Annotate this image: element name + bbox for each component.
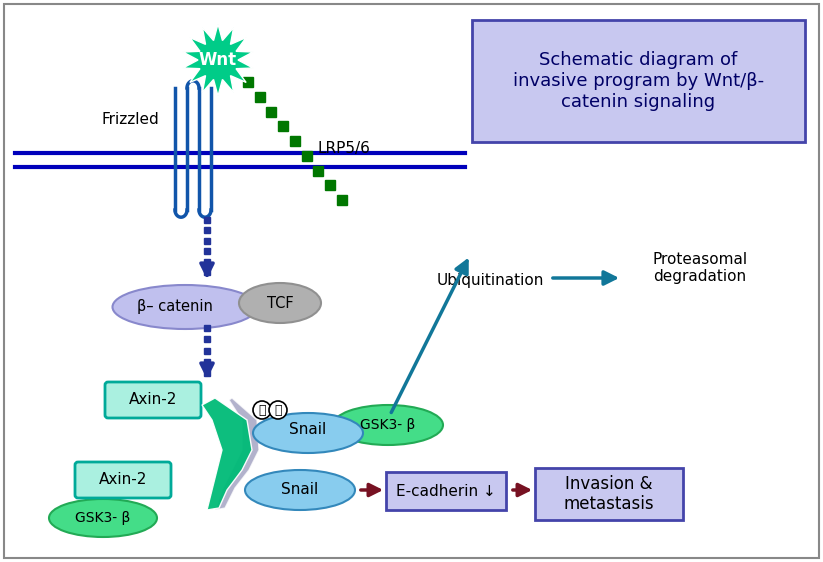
Circle shape	[253, 401, 271, 419]
Text: Ⓟ: Ⓟ	[274, 404, 281, 416]
Text: GSK3- β: GSK3- β	[360, 418, 416, 432]
Text: Schematic diagram of
invasive program by Wnt/β-
catenin signaling: Schematic diagram of invasive program by…	[513, 51, 764, 111]
Text: LRP5/6: LRP5/6	[318, 140, 371, 156]
Text: Proteasomal
degradation: Proteasomal degradation	[653, 252, 747, 284]
Text: Invasion &
metastasis: Invasion & metastasis	[564, 474, 654, 514]
Text: TCF: TCF	[267, 296, 293, 310]
Ellipse shape	[333, 405, 443, 445]
Text: Axin-2: Axin-2	[99, 473, 147, 487]
Ellipse shape	[49, 499, 157, 537]
Ellipse shape	[239, 283, 321, 323]
Text: Axin-2: Axin-2	[129, 392, 177, 407]
Circle shape	[269, 401, 287, 419]
Text: Ubiquitination: Ubiquitination	[436, 273, 544, 288]
Polygon shape	[202, 398, 252, 510]
FancyBboxPatch shape	[105, 382, 201, 418]
Bar	[386, 472, 506, 510]
Text: Wnt: Wnt	[199, 51, 237, 69]
Text: Frizzled: Frizzled	[101, 112, 159, 128]
Polygon shape	[215, 398, 259, 510]
Bar	[472, 20, 805, 142]
Text: Snail: Snail	[290, 423, 327, 437]
Text: β– catenin: β– catenin	[137, 300, 213, 315]
Ellipse shape	[245, 470, 355, 510]
Ellipse shape	[253, 413, 363, 453]
FancyBboxPatch shape	[75, 462, 171, 498]
Text: GSK3- β: GSK3- β	[76, 511, 131, 525]
Ellipse shape	[113, 285, 258, 329]
Text: E-cadherin ↓: E-cadherin ↓	[396, 483, 496, 498]
Text: Ⓟ: Ⓟ	[258, 404, 266, 416]
Text: Snail: Snail	[281, 483, 319, 497]
Bar	[535, 468, 683, 520]
Polygon shape	[183, 24, 253, 96]
